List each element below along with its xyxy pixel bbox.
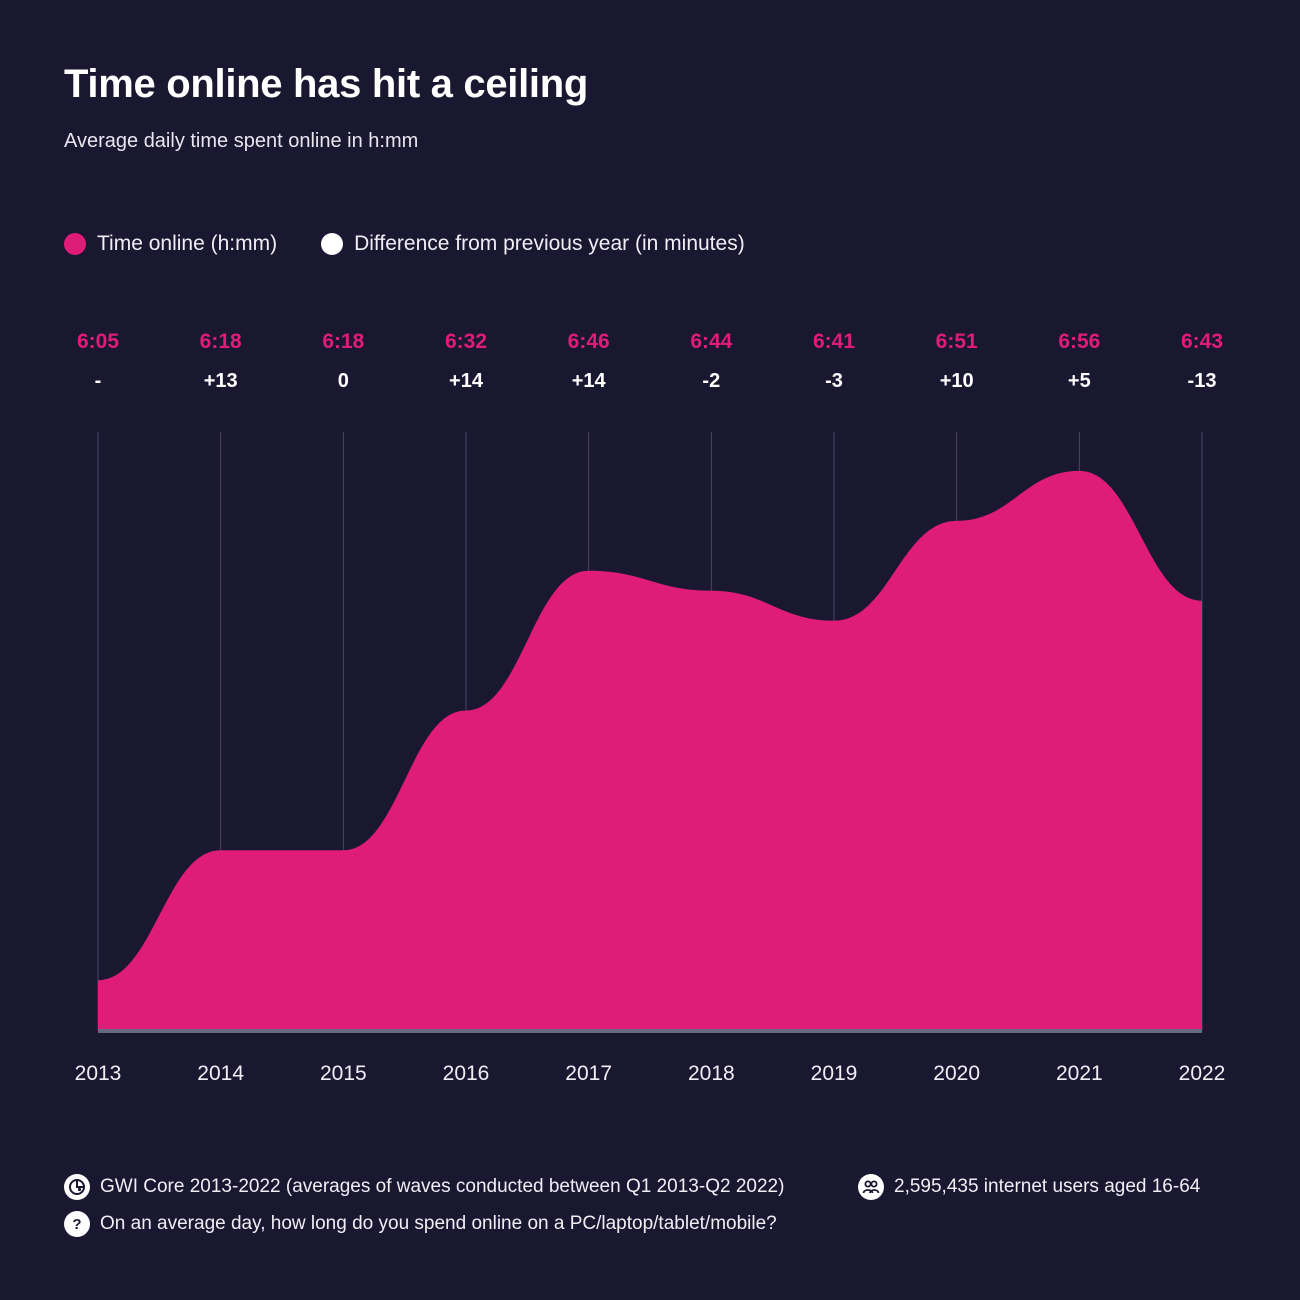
difference-label-2013: - <box>95 370 102 392</box>
difference-label-2017: +14 <box>572 370 607 392</box>
chart-title: Time online has hit a ceiling <box>64 62 589 106</box>
legend-item-time-online: Time online (h:mm) <box>64 232 277 256</box>
people-icon <box>858 1174 884 1200</box>
time-label-2021: 6:56 <box>1058 330 1100 353</box>
time-label-2020: 6:51 <box>936 330 978 353</box>
difference-label-2020: +10 <box>940 370 974 392</box>
time-label-2016: 6:32 <box>445 330 487 353</box>
question-icon: ? <box>64 1211 90 1237</box>
x-tick-label-2016: 2016 <box>443 1062 490 1085</box>
footer-question: ? On an average day, how long do you spe… <box>64 1211 777 1237</box>
footer-question-text: On an average day, how long do you spend… <box>100 1213 777 1234</box>
difference-label-2016: +14 <box>449 370 484 392</box>
legend-label-time-online: Time online (h:mm) <box>97 232 278 255</box>
x-tick-label-2014: 2014 <box>197 1062 244 1085</box>
footer-source: GWI Core 2013-2022 (averages of waves co… <box>64 1174 784 1200</box>
area-time-online <box>98 470 1202 1030</box>
time-label-2013: 6:05 <box>77 330 119 353</box>
footer-base: 2,595,435 internet users aged 16-64 <box>858 1174 1200 1200</box>
x-tick-label-2018: 2018 <box>688 1062 735 1085</box>
legend: Time online (h:mm) Difference from previ… <box>64 232 789 256</box>
x-tick-label-2013: 2013 <box>75 1062 122 1085</box>
time-label-2018: 6:44 <box>690 330 732 353</box>
difference-label-2018: -2 <box>702 370 720 392</box>
difference-label-2021: +5 <box>1068 370 1091 392</box>
difference-label-2015: 0 <box>338 370 349 392</box>
legend-label-difference: Difference from previous year (in minute… <box>354 232 745 255</box>
x-tick-label-2020: 2020 <box>933 1062 980 1085</box>
time-label-2017: 6:46 <box>568 330 610 353</box>
time-label-2022: 6:43 <box>1181 330 1223 353</box>
chart-subtitle: Average daily time spent online in h:mm <box>64 130 419 152</box>
legend-swatch-time-online <box>64 233 86 255</box>
time-label-2019: 6:41 <box>813 330 855 353</box>
difference-label-2019: -3 <box>825 370 843 392</box>
footer-base-text: 2,595,435 internet users aged 16-64 <box>894 1176 1201 1197</box>
time-label-2015: 6:18 <box>322 330 364 353</box>
footer-source-text: GWI Core 2013-2022 (averages of waves co… <box>100 1176 785 1197</box>
x-tick-label-2015: 2015 <box>320 1062 367 1085</box>
legend-item-difference: Difference from previous year (in minute… <box>321 232 745 256</box>
x-tick-label-2021: 2021 <box>1056 1062 1103 1085</box>
x-tick-label-2017: 2017 <box>565 1062 612 1085</box>
difference-label-2014: +13 <box>204 370 238 392</box>
x-axis-baseline <box>98 1029 1202 1033</box>
x-tick-label-2019: 2019 <box>811 1062 858 1085</box>
gwi-logo-icon <box>64 1174 90 1200</box>
x-tick-label-2022: 2022 <box>1179 1062 1226 1085</box>
time-label-2014: 6:18 <box>200 330 242 353</box>
difference-label-2022: -13 <box>1188 370 1217 392</box>
legend-swatch-difference <box>321 233 344 255</box>
